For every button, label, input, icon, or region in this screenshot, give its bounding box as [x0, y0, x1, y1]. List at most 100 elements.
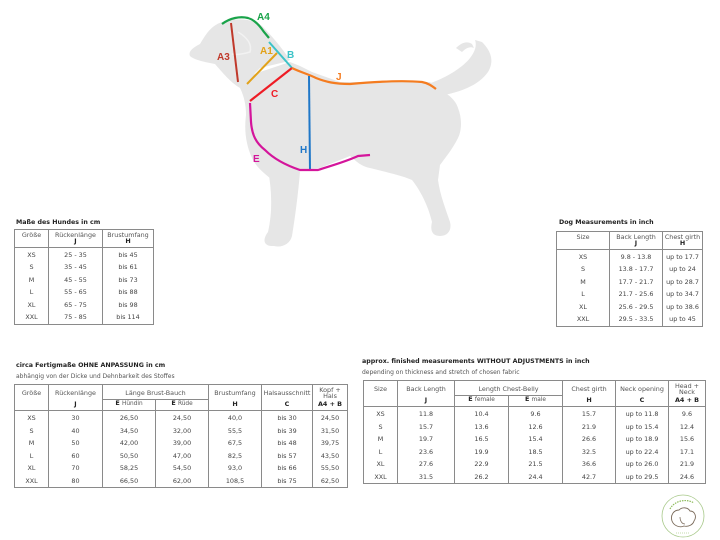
table-row: XS 30 26,50 24,50 40,0 bis 30 24,50	[14, 410, 348, 425]
dog-measurements-inch-table: Size Back Length Chest girth J H XS 9.8 -…	[556, 231, 703, 327]
label: female	[474, 397, 495, 404]
cell: up to 18.9	[615, 433, 669, 446]
cell: XS	[14, 247, 49, 262]
cell: 24,50	[155, 410, 209, 425]
cell: 9.6	[668, 406, 706, 421]
cell: 25.6 - 29.5	[609, 300, 663, 314]
col-header-size: Größe	[14, 384, 49, 400]
col-code-e-female: E Hündin	[102, 399, 156, 412]
finished-cm-title: circa Fertigmaße OHNE ANPASSUNG in cm	[16, 362, 165, 369]
line-C	[249, 67, 293, 102]
line-B	[268, 41, 293, 69]
table-row: XL 25.6 - 29.5 up to 38.6	[556, 300, 703, 314]
cell: 13.8 - 17.7	[609, 263, 663, 276]
cell: up to 45	[662, 313, 703, 327]
table-row: M 45 - 55 bis 73	[14, 273, 154, 287]
cell: bis 66	[261, 462, 313, 475]
label: Hündin	[121, 401, 143, 408]
cell: 24.6	[668, 470, 706, 484]
cell: 12.6	[508, 420, 563, 434]
table-row: L 55 - 65 bis 88	[14, 286, 154, 299]
cell: 21.9	[562, 420, 616, 434]
cell: L	[14, 286, 49, 299]
title-suffix: in inch	[563, 358, 590, 365]
col-code-chest: H	[662, 240, 703, 250]
label-C: C	[271, 89, 278, 100]
col-code-back-length: J	[609, 240, 663, 250]
cell: 17.7 - 21.7	[609, 275, 663, 289]
col-header-head-neck: Head + Neck	[668, 380, 706, 396]
col-header-size: Size	[363, 380, 398, 396]
cell: up to 11.8	[615, 406, 669, 421]
col-header-head-neck: Kopf + Hals	[312, 384, 348, 400]
cell: 21.9	[668, 458, 706, 471]
cell: 26.2	[454, 470, 509, 484]
col-code-chest: H	[208, 399, 262, 412]
label: Rüde	[177, 401, 193, 408]
cell: XL	[556, 300, 610, 314]
col-code-size	[14, 399, 49, 412]
cell: 22.9	[454, 458, 509, 471]
cell: 21.7 - 25.6	[609, 288, 663, 301]
cell: 19.7	[397, 433, 455, 446]
cell: M	[14, 273, 49, 287]
label-A3: A3	[217, 52, 230, 63]
line-A4	[221, 16, 270, 39]
finished-measurements-cm-table: Größe Rückenlänge Länge Brust-Bauch Brus…	[14, 384, 348, 489]
title-caps: OHNE ANPASSUNG	[78, 362, 144, 369]
col-code-e-male: E male	[508, 395, 563, 408]
cell: 108,5	[208, 474, 262, 488]
cell: 35 - 45	[48, 261, 103, 274]
cell: bis 39	[261, 424, 313, 438]
cell: 40,0	[208, 410, 262, 425]
cell: XXL	[14, 311, 49, 325]
cell: 13.6	[454, 420, 509, 434]
cell: 55,5	[208, 424, 262, 438]
line-E	[248, 102, 371, 172]
cell: M	[363, 433, 398, 446]
cell: bis 88	[102, 286, 154, 299]
label-E: E	[253, 154, 260, 165]
line-H	[308, 75, 311, 172]
cell: up to 15.4	[615, 420, 669, 434]
cell: bis 57	[261, 449, 313, 463]
col-header-back-length: Back Length	[397, 380, 455, 396]
label-B: B	[287, 50, 294, 61]
cell: XL	[14, 298, 49, 312]
cell: up to 29.5	[615, 470, 669, 484]
table-row: M 17.7 - 21.7 up to 28.7	[556, 275, 703, 289]
cell: 26,50	[102, 410, 156, 425]
label: male	[531, 397, 546, 404]
title-prefix: approx. finished measurements	[362, 358, 477, 365]
col-header-length-chest-belly: Length Chest-Belly	[454, 380, 563, 397]
brand-logo-icon	[661, 494, 705, 538]
cell: L	[363, 445, 398, 459]
code: E	[468, 395, 473, 404]
table-row: M 19.7 16.5 15.4 26.6 up to 18.9 15.6	[363, 433, 706, 446]
col-code-chest: H	[562, 395, 616, 408]
cell: 34,50	[102, 424, 156, 438]
col-header-chest: Chest girth	[562, 380, 616, 396]
col-header-chest: Chest girth	[662, 231, 703, 241]
table-row: L 60 50,50 47,00 82,5 bis 57 43,50	[14, 449, 348, 463]
cell: 15.6	[668, 433, 706, 446]
table-row: S 40 34,50 32,00 55,5 bis 39 31,50	[14, 424, 348, 438]
cell: 27.6	[397, 458, 455, 471]
cell: 11.8	[397, 406, 455, 421]
cell: 31.5	[397, 470, 455, 484]
col-code-back-length: J	[48, 399, 103, 412]
cell: 42.7	[562, 470, 616, 484]
cell: 39,00	[155, 437, 209, 450]
cell: 62,00	[155, 474, 209, 488]
cell: S	[14, 424, 49, 438]
table-row: XXL 80 66,50 62,00 108,5 bis 75 62,50	[14, 474, 348, 488]
cell: M	[14, 437, 49, 450]
dog-measurement-diagram: A4 A3 A1 B J C H E	[189, 12, 492, 247]
cell: 39,75	[312, 437, 348, 450]
cell: XS	[14, 410, 49, 425]
col-header-neck: Neck opening	[615, 380, 669, 396]
cell: bis 30	[261, 410, 313, 425]
cell: 50,50	[102, 449, 156, 463]
cell: 93,0	[208, 462, 262, 475]
table-row: XS 11.8 10.4 9.6 15.7 up to 11.8 9.6	[363, 406, 706, 421]
